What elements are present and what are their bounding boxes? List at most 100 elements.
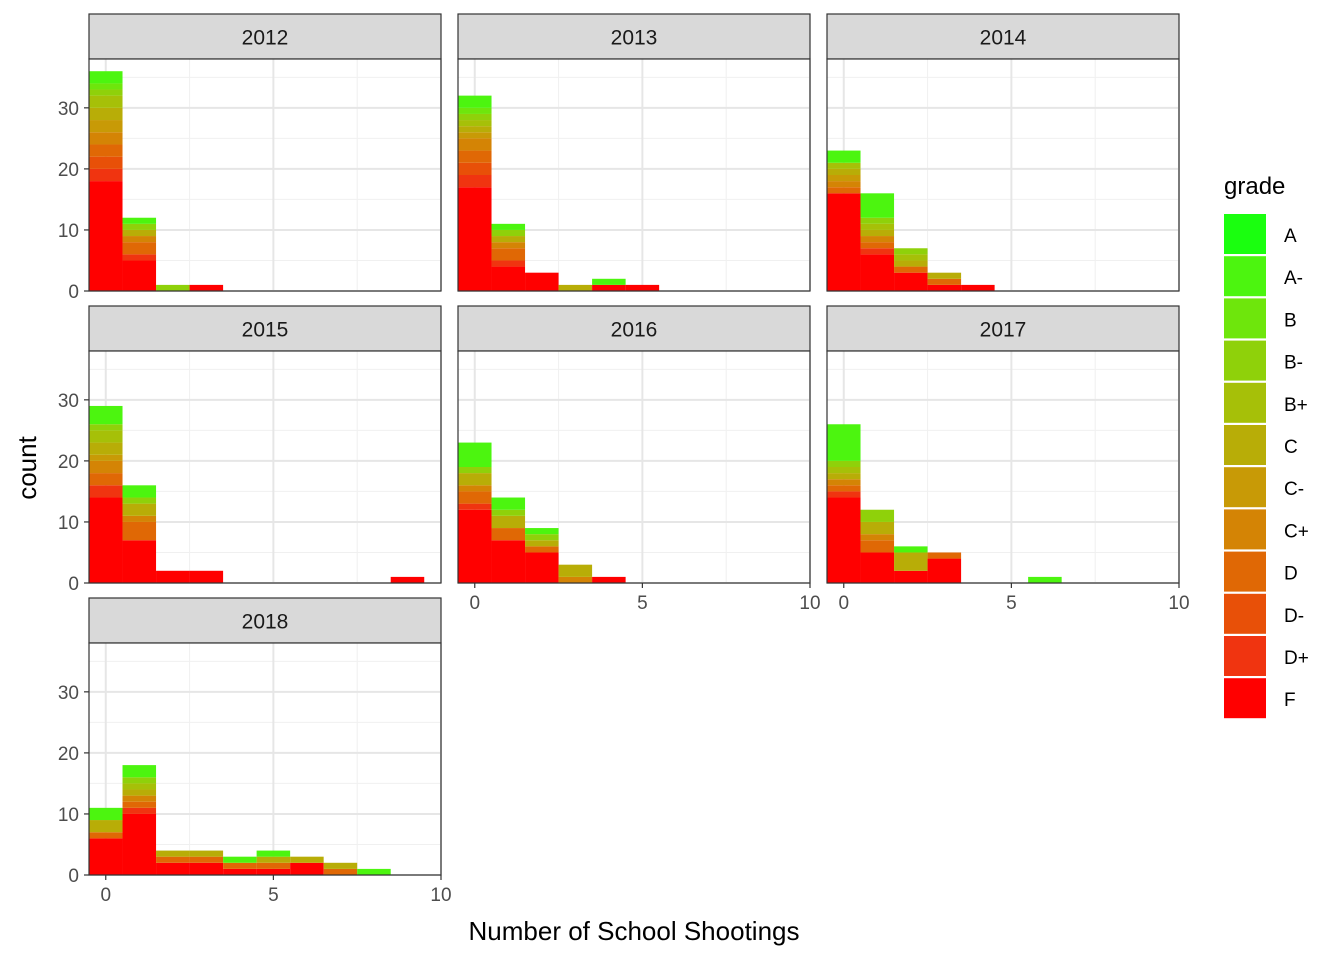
bar-segment: [827, 168, 861, 175]
facet-strip-label: 2014: [980, 27, 1027, 50]
bar-segment: [894, 254, 928, 261]
facet-strip: [826, 305, 1180, 352]
facet-strip-label: 2015: [242, 319, 289, 342]
bar-segment: [122, 777, 157, 784]
bar-segment: [491, 236, 526, 243]
legend-entry-label: D-: [1284, 606, 1304, 627]
legend-entry-label: D+: [1284, 648, 1309, 669]
bar-segment: [491, 515, 526, 529]
legend-key: [1224, 214, 1266, 254]
bar-segment: [894, 266, 928, 273]
bar-segment: [491, 229, 526, 237]
bar-segment: [89, 485, 123, 498]
bar-segment: [189, 284, 224, 291]
panel-border: [457, 350, 811, 584]
bar-segment: [458, 491, 492, 504]
bar-segment: [89, 454, 123, 461]
bar-segment: [89, 442, 123, 455]
bar-segment: [827, 193, 861, 291]
legend-key: [1224, 340, 1266, 381]
bar-segment: [827, 162, 861, 169]
bar-segment: [458, 162, 492, 175]
bar-segment: [458, 175, 492, 188]
bar-segment: [827, 491, 861, 498]
bar-segment: [491, 266, 526, 291]
facet-strip: [88, 597, 442, 644]
legend-entry-label: A: [1284, 226, 1297, 247]
x-tick-label: 0: [100, 885, 111, 906]
facet-panel: 2012 0 10 20 30: [58, 13, 442, 303]
panel-border: [88, 642, 442, 876]
bar-segment: [89, 820, 123, 833]
bar-segment: [458, 132, 492, 139]
legend-key: [1224, 636, 1266, 676]
legend-key: [1224, 425, 1266, 465]
legend-entry-label: B+: [1284, 395, 1308, 416]
bar-segment: [894, 570, 928, 583]
y-axis-title: count: [12, 435, 42, 499]
bar-segment: [860, 223, 895, 230]
bar-segment: [491, 223, 526, 230]
bar-segment: [122, 807, 157, 814]
facet-strip-label: 2017: [980, 319, 1027, 342]
bar-segment: [860, 509, 895, 522]
bar-segment: [89, 181, 123, 291]
bar-segment: [860, 254, 895, 291]
bar-segment: [827, 460, 861, 467]
y-tick-label: 30: [58, 99, 79, 120]
bar-segment: [122, 260, 157, 291]
bar-segment: [122, 254, 157, 261]
facet-strip: [88, 13, 442, 60]
bar-segment: [827, 181, 861, 188]
bar-segment: [357, 868, 391, 875]
x-tick-label: 5: [1006, 593, 1017, 614]
legend-entry-label: A-: [1284, 268, 1303, 289]
bar-segment: [89, 71, 123, 84]
bar-segment: [625, 284, 660, 291]
bar-segment: [860, 217, 895, 224]
bar-segment: [860, 521, 895, 535]
facet-strip-label: 2013: [611, 27, 658, 50]
bar-segment: [256, 862, 291, 869]
legend-key: [1224, 678, 1266, 719]
bar-segment: [89, 144, 123, 157]
bar-segment: [927, 278, 962, 285]
bar-segment: [927, 558, 962, 583]
legend-key: [1224, 298, 1266, 339]
bar-segment: [458, 95, 492, 108]
bar-segment: [558, 284, 593, 291]
bar-segment: [860, 248, 895, 255]
bar-segment: [223, 862, 257, 869]
y-tick-label: 0: [68, 866, 79, 887]
bar-segment: [89, 832, 123, 839]
bar-segment: [89, 838, 123, 875]
bar-segment: [458, 442, 492, 467]
bar-segment: [961, 284, 995, 291]
bar-segment: [927, 272, 962, 279]
bar-segment: [860, 552, 895, 583]
legend-key: [1224, 593, 1266, 634]
bar-segment: [122, 801, 157, 808]
bar-segment: [122, 485, 157, 498]
bar-segment: [122, 497, 157, 504]
bar-segment: [860, 229, 895, 237]
y-tick-label: 20: [58, 452, 79, 473]
x-tick-label: 10: [430, 885, 451, 906]
panel-border: [826, 58, 1180, 292]
bar-segment: [860, 540, 895, 553]
bar-segment: [189, 856, 224, 863]
bar-segment: [223, 856, 257, 863]
bar-segment: [89, 460, 123, 474]
bar-segment: [89, 156, 123, 169]
bar-segment: [1028, 576, 1062, 583]
legend-entry-label: B: [1284, 310, 1297, 331]
bar-segment: [525, 540, 559, 547]
y-tick-label: 20: [58, 160, 79, 181]
facet-panel: 2017 0 5 10: [826, 305, 1190, 614]
bar-segment: [525, 546, 559, 553]
x-tick-label: 10: [799, 593, 820, 614]
bar-segment: [458, 509, 492, 583]
bar-segment: [894, 546, 928, 553]
y-tick-label: 0: [68, 574, 79, 595]
